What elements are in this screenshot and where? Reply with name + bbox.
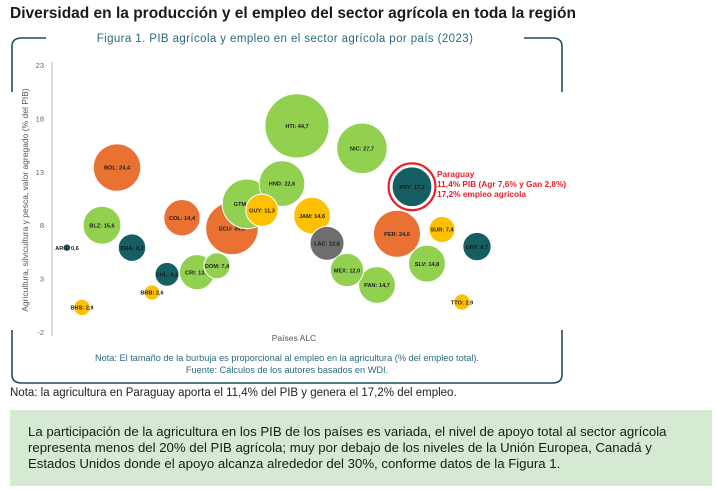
bubble-ury: URY: 8,7 xyxy=(462,231,492,262)
bubble-label: TTO: 2,9 xyxy=(451,300,473,306)
y-tick-label: 18 xyxy=(36,114,44,123)
bubble-mark xyxy=(293,196,331,235)
bubble-mark xyxy=(203,252,231,280)
bubble-mark xyxy=(62,243,72,252)
bubble-brb: BRB: 2,6 xyxy=(140,284,164,301)
page-title: Diversidad en la producción y el empleo … xyxy=(10,5,576,22)
bubble-mark xyxy=(264,93,330,159)
bubble-mex: MEX: 12,0 xyxy=(329,252,365,288)
bubble-label: DOM: 7,4 xyxy=(205,264,230,270)
bubble-blz: BLZ: 15,6 xyxy=(82,205,122,245)
bubble-mark xyxy=(117,233,147,262)
y-axis-label: Agricultura, silvicultura y pesca, valor… xyxy=(20,88,30,312)
annotation-line: 11,4% PIB (Agr 7,6% y Gan 2,8%) xyxy=(437,179,566,189)
summary-box: La participación de la agricultura en lo… xyxy=(10,410,712,486)
bubble-mark xyxy=(408,244,446,283)
bubble-label: SLV: 14,8 xyxy=(415,262,439,268)
bubble-label: ARG: 0,6 xyxy=(55,246,79,252)
bubble-mark xyxy=(462,231,492,262)
highlight-ring xyxy=(387,162,437,212)
bubble-mark xyxy=(358,266,396,304)
bubble-mark xyxy=(82,205,122,245)
figure-title: Figura 1. PIB agrícola y empleo en el se… xyxy=(97,33,474,45)
bubble-bra: BRA: 8,2 xyxy=(117,233,147,262)
bubble-mark xyxy=(391,166,433,208)
bubble-label: PER: 24,0 xyxy=(384,232,410,238)
bubble-label: PRY: 17,2 xyxy=(399,185,424,191)
bubble-label: CRI: 13,4 xyxy=(185,270,210,276)
bubble-guy: GUY: 11,3 xyxy=(245,193,279,227)
bubble-tto: TTO: 2,9 xyxy=(451,293,473,311)
bubble-label: GUY: 11,3 xyxy=(249,208,275,214)
bubble-label: BRA: 8,2 xyxy=(120,246,143,252)
bubble-label: ECU: 30,0 xyxy=(219,227,245,233)
bubble-dom: DOM: 7,4 xyxy=(203,252,231,280)
bubble-label: LAC: 12,6 xyxy=(314,242,340,248)
bubble-chl: CHL: 6,2 xyxy=(154,261,180,287)
bubble-lac: LAC: 12,6 xyxy=(309,225,345,261)
bubble-label: HTI: 44,7 xyxy=(285,124,308,130)
bubble-slv: SLV: 14,8 xyxy=(408,244,446,283)
annotation-line: 17,2% empleo agrícola xyxy=(437,189,526,199)
bubble-label: HND: 22,6 xyxy=(269,182,295,188)
paraguay-annotation: Paraguay 11,4% PIB (Agr 7,6% y Gan 2,8%)… xyxy=(437,169,566,199)
y-tick-label: 13 xyxy=(36,168,44,177)
bubble-sur: SUR: 7,4 xyxy=(428,215,456,244)
bubble-mark xyxy=(336,122,388,175)
bubble-mark xyxy=(92,143,142,192)
chart-footnote: Nota: El tamaño de la burbuja es proporc… xyxy=(95,353,479,363)
bubble-mark xyxy=(163,199,201,237)
bubble-label: PAN: 14,7 xyxy=(364,283,390,289)
bubble-mark xyxy=(372,209,422,258)
bubble-mark xyxy=(309,225,345,261)
bubble-label: MEX: 12,0 xyxy=(334,268,360,274)
bubble-bol: BOL: 24,4 xyxy=(92,143,142,192)
bubble-mark xyxy=(143,284,161,301)
figure-frame xyxy=(11,37,563,384)
bubble-mark xyxy=(258,160,306,207)
bubble-bhs: BHS: 2,9 xyxy=(70,298,94,317)
x-axis-label: Países ALC xyxy=(272,333,316,343)
bubble-label: CHL: 6,2 xyxy=(156,273,179,279)
bubble-jam: JAM: 14,6 xyxy=(293,196,331,235)
bubble-mark xyxy=(154,261,180,287)
bubble-arg: ARG: 0,6 xyxy=(55,243,79,252)
bubble-label: COL: 14,4 xyxy=(169,216,196,222)
bubble-label: BRB: 2,6 xyxy=(140,291,163,297)
y-tick-label: 23 xyxy=(36,61,44,70)
note-text: Nota: la agricultura en Paraguay aporta … xyxy=(10,387,457,399)
y-tick-label: 8 xyxy=(40,221,44,230)
annotation-line: Paraguay xyxy=(437,169,475,179)
bubble-hti: HTI: 44,7 xyxy=(264,93,330,159)
bubble-label: BLZ: 15,6 xyxy=(89,223,114,229)
bubble-label: JAM: 14,6 xyxy=(299,214,325,220)
bubble-col: COL: 14,4 xyxy=(163,199,201,237)
bubble-per: PER: 24,0 xyxy=(372,209,422,258)
bubble-hnd: HND: 22,6 xyxy=(258,160,306,207)
y-tick-label: 3 xyxy=(40,275,44,284)
chart-source: Fuente: Cálculos de los autores basados … xyxy=(186,365,388,375)
bubble-label: BHS: 2,9 xyxy=(70,306,93,312)
bubble-mark xyxy=(245,193,279,227)
bubble-mark xyxy=(453,293,471,311)
bubble-mark xyxy=(329,252,365,288)
bubble-label: URY: 8,7 xyxy=(466,245,488,251)
bubble-mark xyxy=(73,298,91,317)
bubble-pry: PRY: 17,2 xyxy=(387,162,437,212)
summary-text: La participación de la agricultura en lo… xyxy=(28,424,667,471)
bubble-mark xyxy=(428,215,456,244)
bubble-pan: PAN: 14,7 xyxy=(358,266,396,304)
y-tick-label: -2 xyxy=(37,328,44,337)
bubble-label: SUR: 7,4 xyxy=(430,228,454,234)
bubble-label: NIC: 27,7 xyxy=(350,147,374,153)
bubble-nic: NIC: 27,7 xyxy=(336,122,388,175)
bubble-label: BOL: 24,4 xyxy=(104,166,131,172)
